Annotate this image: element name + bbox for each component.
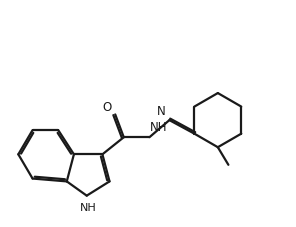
- Text: N: N: [157, 104, 166, 117]
- Text: NH: NH: [80, 202, 96, 212]
- Text: O: O: [102, 101, 112, 114]
- Text: NH: NH: [150, 120, 168, 133]
